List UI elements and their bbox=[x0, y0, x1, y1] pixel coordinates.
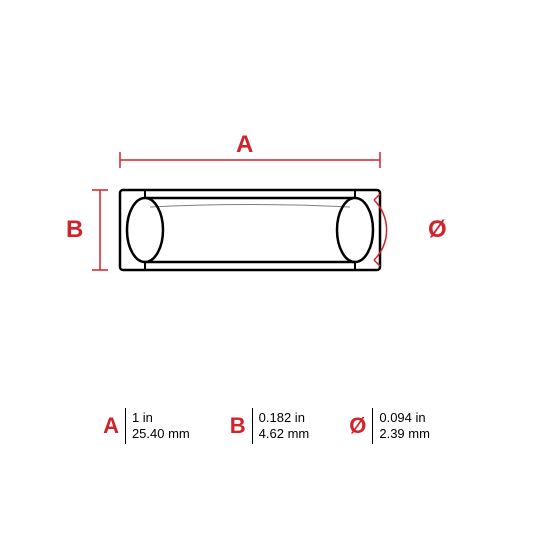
label-b: B bbox=[66, 218, 83, 242]
legend-b-in: 0.182 in bbox=[259, 410, 310, 426]
legend-sep bbox=[252, 408, 253, 444]
dimension-b bbox=[92, 190, 108, 270]
legend-a-mm: 25.40 mm bbox=[132, 426, 190, 442]
label-diameter: Ø bbox=[428, 218, 447, 242]
tube-end-right bbox=[337, 198, 373, 262]
legend-item-a: A 1 in 25.40 mm bbox=[103, 408, 190, 444]
legend-sep bbox=[125, 408, 126, 444]
legend-sep bbox=[372, 408, 373, 444]
legend-item-b: B 0.182 in 4.62 mm bbox=[230, 408, 309, 444]
legend-letter-diameter: Ø bbox=[349, 415, 366, 437]
legend-d-in: 0.094 in bbox=[379, 410, 430, 426]
diagram-svg bbox=[0, 0, 533, 533]
legend-vals-a: 1 in 25.40 mm bbox=[132, 410, 190, 443]
legend-b-mm: 4.62 mm bbox=[259, 426, 310, 442]
legend-vals-b: 0.182 in 4.62 mm bbox=[259, 410, 310, 443]
legend-a-in: 1 in bbox=[132, 410, 190, 426]
legend: A 1 in 25.40 mm B 0.182 in 4.62 mm Ø 0.0… bbox=[0, 408, 533, 444]
tube-end-left bbox=[127, 198, 163, 262]
legend-d-mm: 2.39 mm bbox=[379, 426, 430, 442]
legend-item-diameter: Ø 0.094 in 2.39 mm bbox=[349, 408, 430, 444]
legend-letter-a: A bbox=[103, 415, 119, 437]
diagram-canvas: A B Ø A 1 in 25.40 mm B 0.182 in 4.62 mm… bbox=[0, 0, 533, 533]
tube-highlight bbox=[150, 205, 350, 208]
legend-letter-b: B bbox=[230, 415, 246, 437]
label-a: A bbox=[236, 133, 253, 157]
legend-vals-diameter: 0.094 in 2.39 mm bbox=[379, 410, 430, 443]
